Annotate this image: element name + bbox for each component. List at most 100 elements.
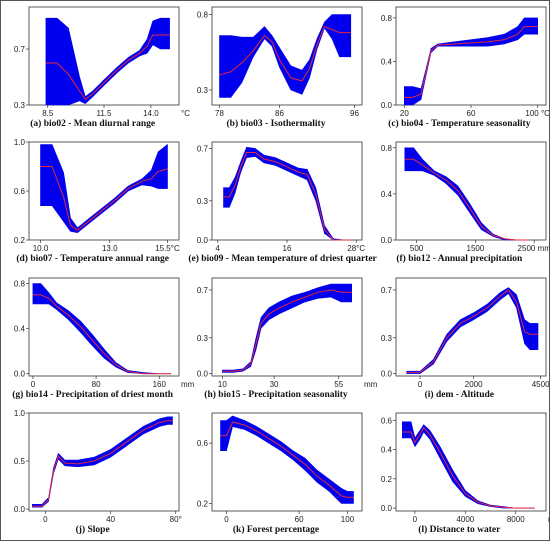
panel-caption: (j) Slope: [75, 524, 110, 535]
x-tick-label: 10.0: [33, 244, 49, 253]
plot-frame: [211, 141, 363, 241]
y-tick-label: 0.0: [381, 101, 393, 110]
y-tick-label: 0.7: [197, 285, 209, 294]
chart-svg: 20 60 100 °C 0.0 0.4 0.8: [381, 6, 550, 118]
panel-caption: (a) bio02 - Mean diurnal range: [30, 119, 156, 129]
plot-frame: [28, 277, 180, 376]
y-tick-label: 1.0: [14, 409, 26, 418]
chart-panel-3: 10.0 13.0 15.5°C 0.2 0.6 1.0 (d) bio07 - Tempe…: [5, 138, 180, 269]
x-tick-label: 80°: [170, 515, 182, 524]
chart-svg: 500 1500 2500 mm 0.0 0.4 0.8: [381, 141, 550, 253]
y-tick-label: 0.3: [381, 333, 393, 342]
y-tick-label: 0.3: [14, 101, 26, 110]
x-tick-label: 4000: [456, 515, 474, 524]
y-tick-label: 0.6: [197, 439, 209, 448]
x-tick-label: 30: [270, 380, 279, 389]
panel-caption: (d) bio07 - Temperature annual range: [16, 254, 169, 265]
chart-svg: 0 2000 4500 0.0 0.3 0.7: [381, 277, 550, 389]
chart-svg: 4 16 28°C 0.0 0.3 0.7: [197, 141, 366, 253]
y-tick-label: 0.7: [197, 145, 209, 154]
chart-svg: 10 30 55 mm 0.0 0.3 0.7: [197, 277, 378, 389]
x-tick-label: 500: [410, 244, 424, 253]
mean-response-line: [222, 288, 353, 372]
y-tick-label: 0.0: [14, 369, 26, 378]
y-tick-label: 0.4: [381, 57, 393, 66]
y-tick-label: 0.6: [381, 416, 393, 425]
chart-svg: 10.0 13.0 15.5°C 0.2 0.6 1.0: [14, 138, 180, 253]
y-tick-label: 0.3: [197, 333, 209, 342]
chart-panel-5: 500 1500 2500 mm 0.0 0.4 0.8 (f) bio12 - Annua…: [372, 138, 550, 269]
x-tick-label: 160: [153, 380, 167, 389]
mean-response-line: [32, 419, 173, 507]
y-tick-label: 0.2: [381, 475, 393, 484]
x-tick-label: 0: [225, 515, 230, 524]
chart-panel-11: 0 4000 8000 m 0.0 0.2 0.4 0.6 (l) Distance to wa…: [372, 409, 550, 540]
x-tick-label: 0: [31, 380, 36, 389]
x-tick-label: 100: [341, 515, 355, 524]
y-tick-label: 0.0: [197, 236, 209, 245]
x-tick-label: 0: [43, 515, 48, 524]
x-tick-label: 8000: [507, 515, 525, 524]
x-tick-label: 78: [215, 109, 224, 118]
panel-caption: (i) dem - Altitude: [424, 389, 495, 400]
mean-response-line: [219, 25, 352, 82]
mean-response-line: [401, 426, 535, 509]
x-tick-label: 15.5°C: [155, 244, 180, 253]
x-tick-label: 2500 mm: [517, 244, 550, 253]
x-tick-label: 4500: [531, 380, 549, 389]
x-tick-label: 0: [412, 515, 417, 524]
y-tick-label: 0.0: [381, 369, 393, 378]
panel-caption: (e) bio09 - Mean temperature of driest q…: [188, 254, 377, 265]
mean-response-line: [404, 159, 529, 241]
x-tick-label: 100 °C: [525, 109, 550, 118]
panel-caption: (k) Forest percentage: [232, 524, 320, 535]
mean-response-line: [32, 293, 172, 374]
x-tick-label: 10: [218, 380, 227, 389]
x-unit-label: mm: [364, 380, 378, 389]
x-unit-label: m: [548, 515, 550, 524]
panel-caption: (l) Distance to water: [418, 524, 501, 535]
chart-svg: 0 40 80° 0.0 0.5 1.0: [14, 409, 182, 524]
chart-svg: 8.5 11.5 14.0 °C 0.3 0.7: [14, 6, 190, 118]
x-tick-label: 86: [275, 109, 284, 118]
y-tick-label: 0.0: [381, 504, 393, 513]
y-tick-label: 0.5: [14, 457, 26, 466]
chart-panel-10: 0 60 100 0.2 0.6 (k) Forest percentage: [188, 409, 363, 540]
mean-response-line: [223, 152, 351, 241]
y-tick-label: 0.8: [197, 11, 209, 20]
y-tick-label: 0.3: [197, 197, 209, 206]
chart-svg: 0 80 160 mm 0.0 0.4 0.8: [14, 277, 195, 389]
chart-svg: 78 86 96 0.3 0.8: [197, 6, 363, 118]
y-tick-label: 0.4: [381, 445, 393, 454]
chart-panel-1: 78 86 96 0.3 0.8 (b) bio03 - Isothermality: [188, 3, 363, 134]
chart-panel-8: 0 2000 4500 0.0 0.3 0.7 (i) dem - Altitude: [372, 274, 550, 405]
x-tick-label: 14.0: [143, 109, 159, 118]
x-tick-label: 60: [295, 515, 304, 524]
mean-response-line: [406, 288, 538, 373]
chart-panel-6: 0 80 160 mm 0.0 0.4 0.8 (g) bio14 - Precipitati…: [5, 274, 195, 405]
x-tick-label: 0: [418, 380, 423, 389]
chart-panel-2: 20 60 100 °C 0.0 0.4 0.8 (c) bio04 - Temperatu…: [372, 3, 550, 134]
x-tick-label: 11.5: [97, 109, 113, 118]
confidence-band: [406, 286, 538, 374]
mean-response-line: [40, 166, 168, 232]
y-tick-label: 0.8: [14, 279, 26, 288]
x-tick-label: 4: [216, 244, 221, 253]
y-tick-label: 0.8: [381, 144, 393, 153]
chart-svg: 0 4000 8000 m 0.0 0.2 0.4 0.6: [381, 412, 550, 524]
y-tick-label: 0.3: [197, 86, 209, 95]
x-tick-label: 40: [106, 515, 115, 524]
y-tick-label: 0.4: [381, 190, 393, 199]
panel-caption: (b) bio03 - Isothermality: [226, 119, 326, 129]
chart-panel-0: 8.5 11.5 14.0 °C 0.3 0.7 (a) bio02 - Mean diur…: [5, 3, 190, 134]
x-tick-label: 55: [335, 380, 344, 389]
confidence-band: [219, 14, 352, 98]
y-tick-label: 0.2: [197, 499, 209, 508]
panel-caption: (g) bio14 - Precipitation of driest mont…: [12, 389, 174, 400]
y-tick-label: 0.0: [381, 236, 393, 245]
chart-panel-9: 0 40 80° 0.0 0.5 1.0 (j) Slope: [5, 409, 182, 540]
confidence-band: [45, 17, 170, 106]
x-tick-label: 16: [283, 244, 292, 253]
y-tick-label: 0.0: [197, 369, 209, 378]
